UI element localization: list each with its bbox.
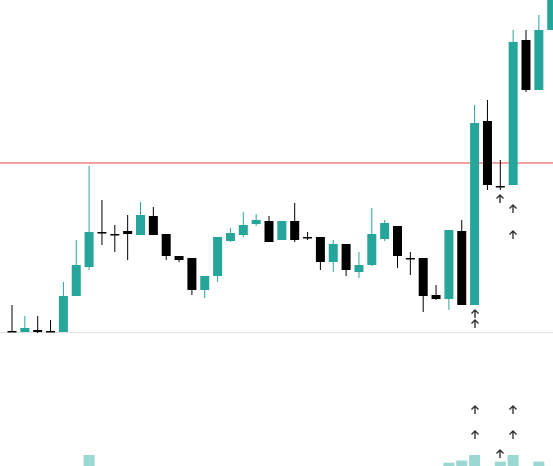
candle-body [71,265,81,296]
candle-body [341,244,351,270]
candle-body [495,186,505,188]
volume-bar [507,455,519,466]
candle-body [200,276,210,290]
candle-body [470,123,480,305]
candle-body [148,216,158,235]
candle-body [187,258,197,290]
candle-body [84,232,94,267]
candle-body [393,226,402,256]
volume-bar [469,455,481,466]
volume-bar [533,461,545,466]
candle-body [354,265,364,272]
marker-arrow [509,405,517,439]
candle-body [482,121,492,185]
candle-body [110,234,120,236]
candle-body [303,237,313,239]
candle-body [225,233,235,241]
volume-bar [443,462,455,466]
candle-body [46,331,56,333]
candle-body [418,258,428,296]
candle-body [238,225,248,235]
marker-arrow [471,405,504,458]
candle-body [251,220,261,224]
candle-body [380,223,390,239]
volume-bar [494,461,506,466]
marker-arrow [496,194,504,203]
candle-body [367,234,377,265]
candle-body [161,234,171,256]
candle-body [508,42,518,185]
candle-body [290,221,300,240]
candle-body [136,215,145,235]
candle-body [547,0,553,30]
candle-body [444,230,454,299]
marker-arrow [509,204,517,239]
volume-bar [83,455,95,466]
candle-body [213,237,223,276]
candle-body [534,30,544,90]
candle-body [7,331,17,333]
candle-body [457,231,467,305]
candle-body [33,330,43,332]
candle-body [174,256,184,260]
candle-body [20,328,30,332]
candle-body [315,237,325,262]
candle-body [405,258,415,260]
candle-body [97,232,107,234]
markers [471,194,517,458]
marker-arrow [471,309,479,328]
candle-body [58,296,68,332]
candle-body [277,221,287,240]
candle-body [521,40,531,90]
candle-body [123,231,133,234]
candle-body [264,221,274,242]
candle-body [431,295,441,299]
candle-body [328,244,338,262]
volume-bar [456,460,468,466]
